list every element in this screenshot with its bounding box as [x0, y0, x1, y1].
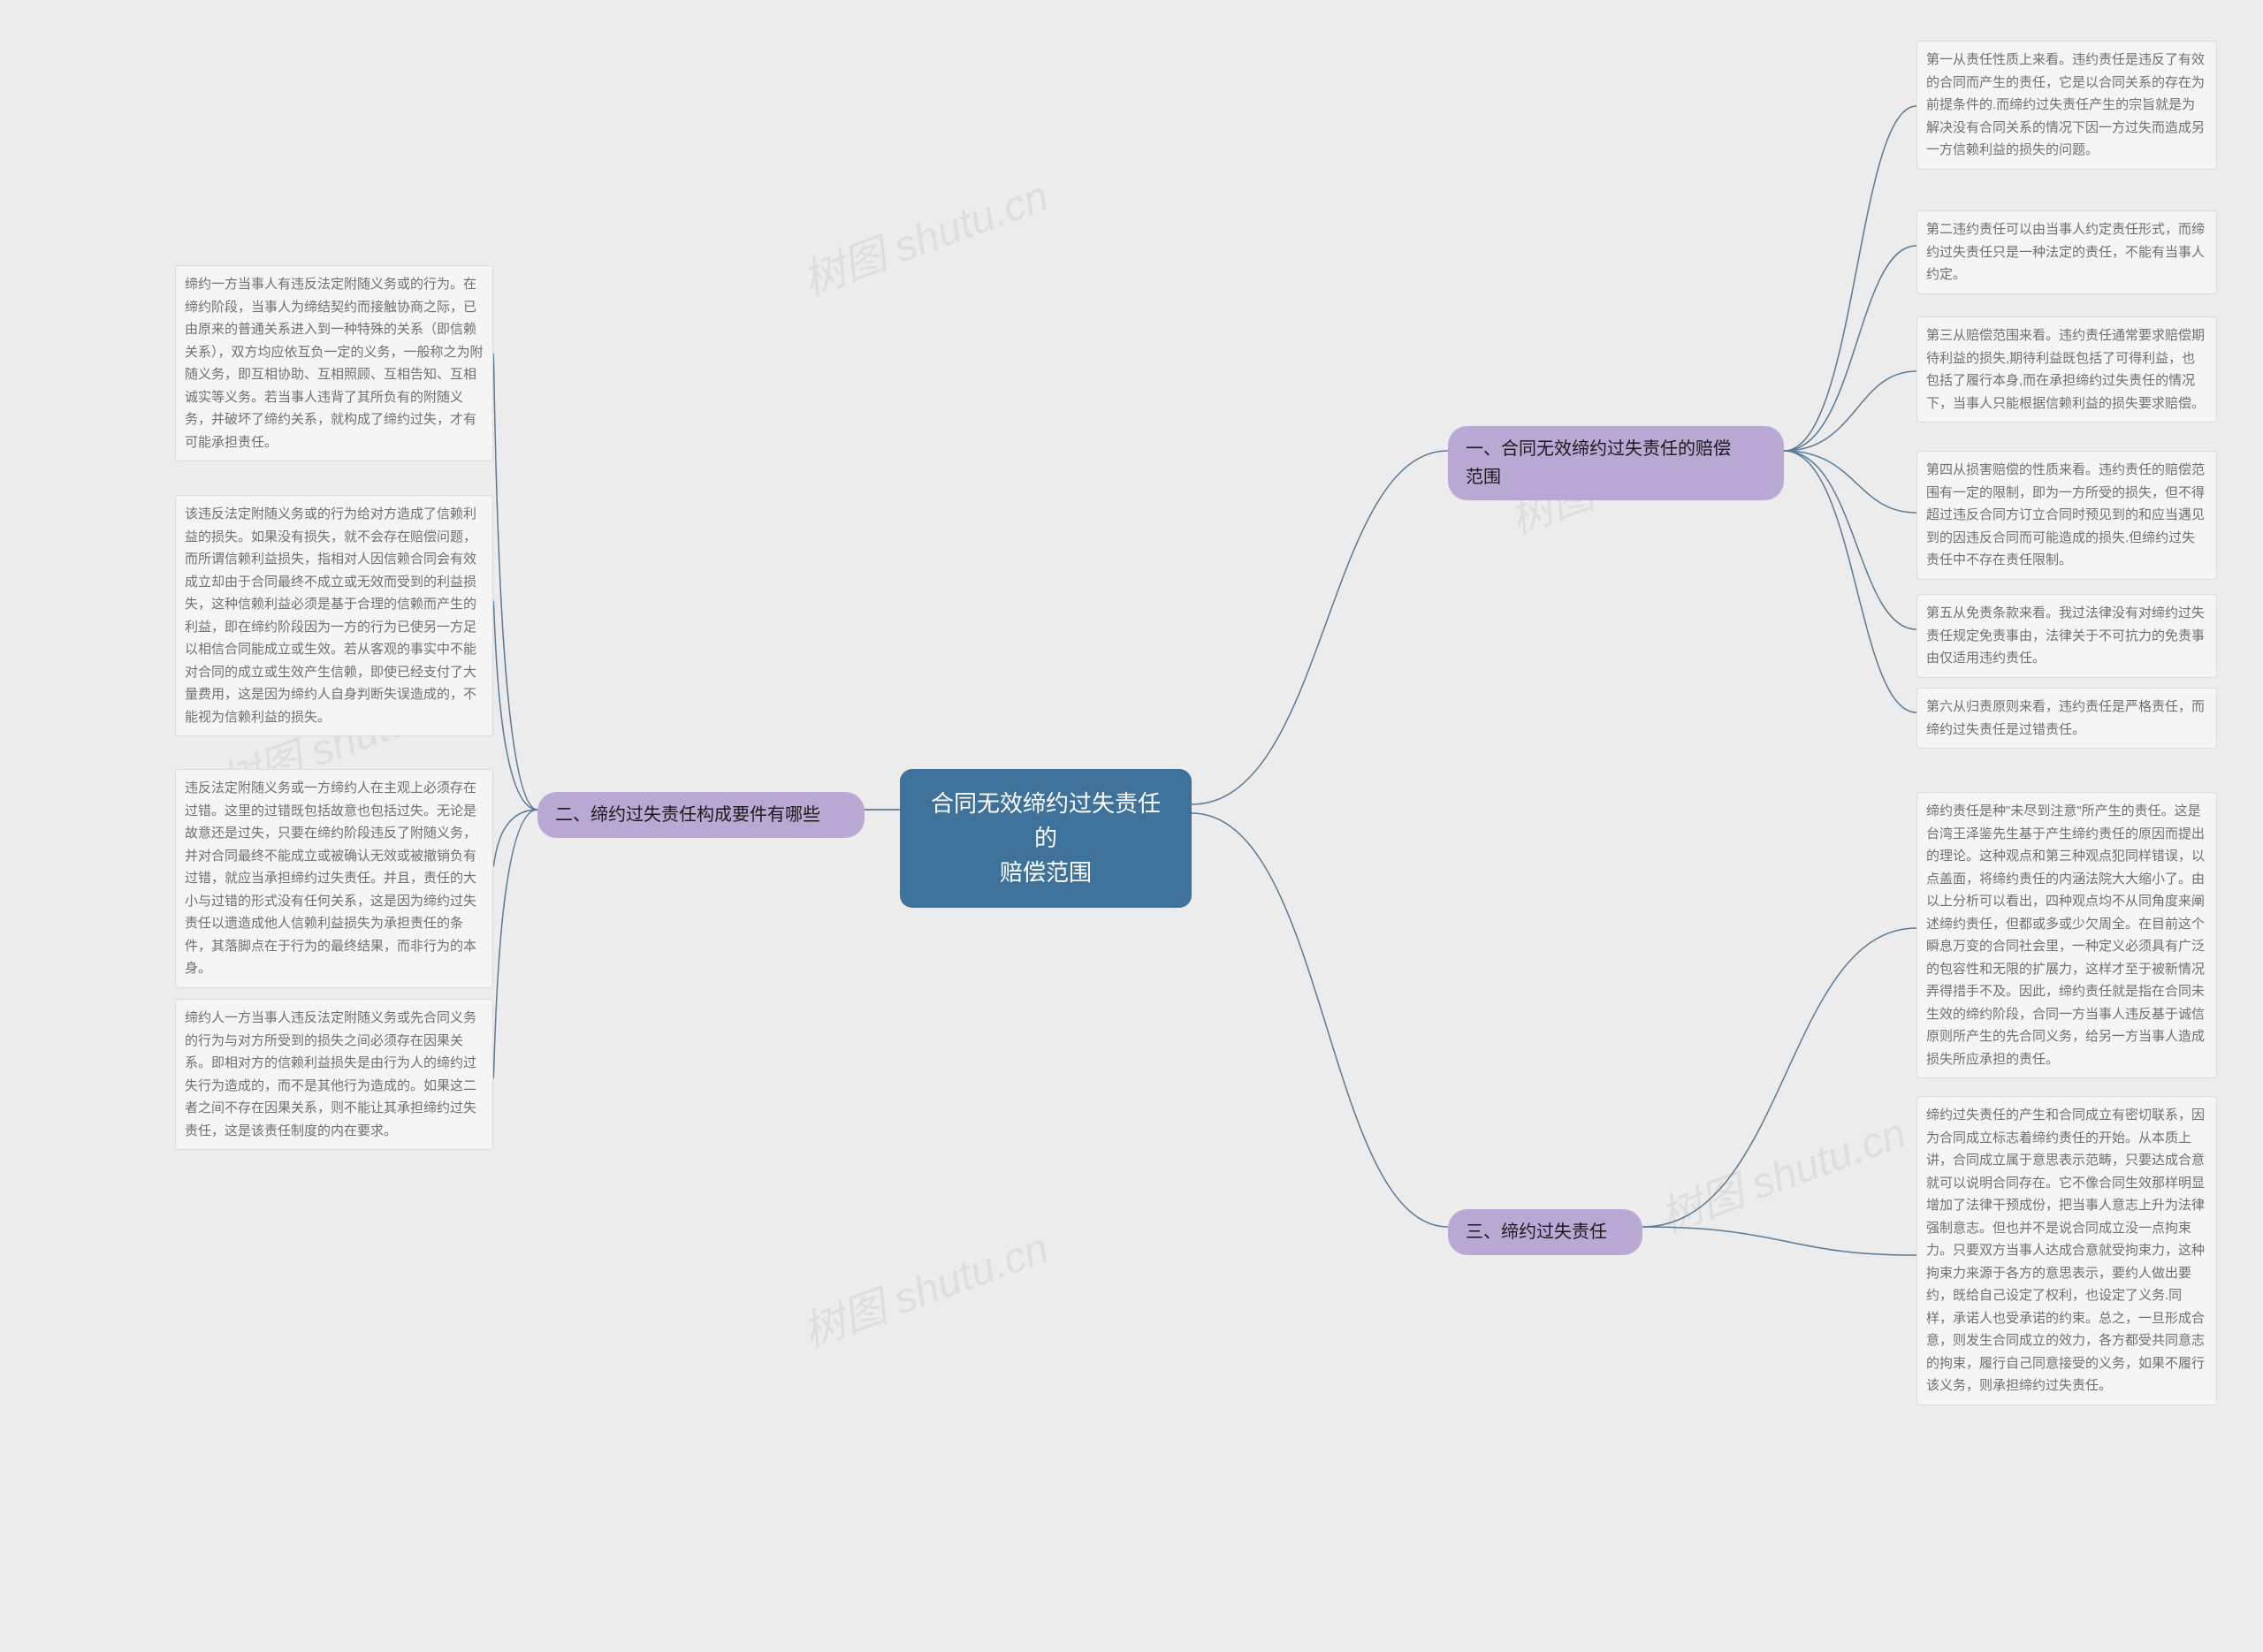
leaf-b3-1[interactable]: 缔约责任是种"未尽到注意"所产生的责任。这是台湾王泽鉴先生基于产生缔约责任的原因…: [1916, 792, 2217, 1078]
root-title: 合同无效缔约过失责任的赔偿范围: [931, 790, 1161, 886]
leaf-b2-3[interactable]: 违反法定附随义务或一方缔约人在主观上必须存在过错。这里的过错既包括故意也包括过失…: [175, 769, 493, 988]
watermark: 树图 shutu.cn: [793, 161, 1055, 307]
leaf-b2-1[interactable]: 缔约一方当事人有违反法定附随义务或的行为。在缔约阶段，当事人为缔结契约而接触协商…: [175, 265, 493, 461]
leaf-b1-6[interactable]: 第六从归责原则来看，违约责任是严格责任，而缔约过失责任是过错责任。: [1916, 688, 2217, 749]
leaf-b3-2[interactable]: 缔约过失责任的产生和合同成立有密切联系，因为合同成立标志着缔约责任的开始。从本质…: [1916, 1096, 2217, 1405]
leaf-b2-2[interactable]: 该违反法定附随义务或的行为给对方造成了信赖利益的损失。如果没有损失，就不会存在赔…: [175, 495, 493, 736]
leaf-b1-3[interactable]: 第三从赔偿范围来看。违约责任通常要求赔偿期待利益的损失,期待利益既包括了可得利益…: [1916, 316, 2217, 423]
root-node[interactable]: 合同无效缔约过失责任的赔偿范围: [900, 769, 1192, 908]
watermark: 树图 shutu.cn: [793, 1213, 1055, 1359]
branch-1-label: 一、合同无效缔约过失责任的赔偿范围: [1466, 439, 1731, 487]
branch-2[interactable]: 二、缔约过失责任构成要件有哪些: [537, 792, 865, 838]
leaf-b1-4[interactable]: 第四从损害赔偿的性质来看。违约责任的赔偿范围有一定的限制，即为一方所受的损失，但…: [1916, 451, 2217, 580]
branch-2-label: 二、缔约过失责任构成要件有哪些: [555, 805, 820, 825]
leaf-b1-5[interactable]: 第五从免责条款来看。我过法律没有对缔约过失责任规定免责事由，法律关于不可抗力的免…: [1916, 594, 2217, 678]
branch-3[interactable]: 三、缔约过失责任: [1448, 1209, 1642, 1255]
leaf-b2-4[interactable]: 缔约人一方当事人违反法定附随义务或先合同义务的行为与对方所受到的损失之间必须存在…: [175, 999, 493, 1150]
leaf-b1-1[interactable]: 第一从责任性质上来看。违约责任是违反了有效的合同而产生的责任，它是以合同关系的存…: [1916, 41, 2217, 170]
watermark: 树图 shutu.cn: [1650, 1098, 1913, 1244]
leaf-b1-2[interactable]: 第二违约责任可以由当事人约定责任形式，而缔约过失责任只是一种法定的责任，不能有当…: [1916, 210, 2217, 294]
branch-1[interactable]: 一、合同无效缔约过失责任的赔偿范围: [1448, 426, 1784, 500]
branch-3-label: 三、缔约过失责任: [1466, 1222, 1607, 1242]
